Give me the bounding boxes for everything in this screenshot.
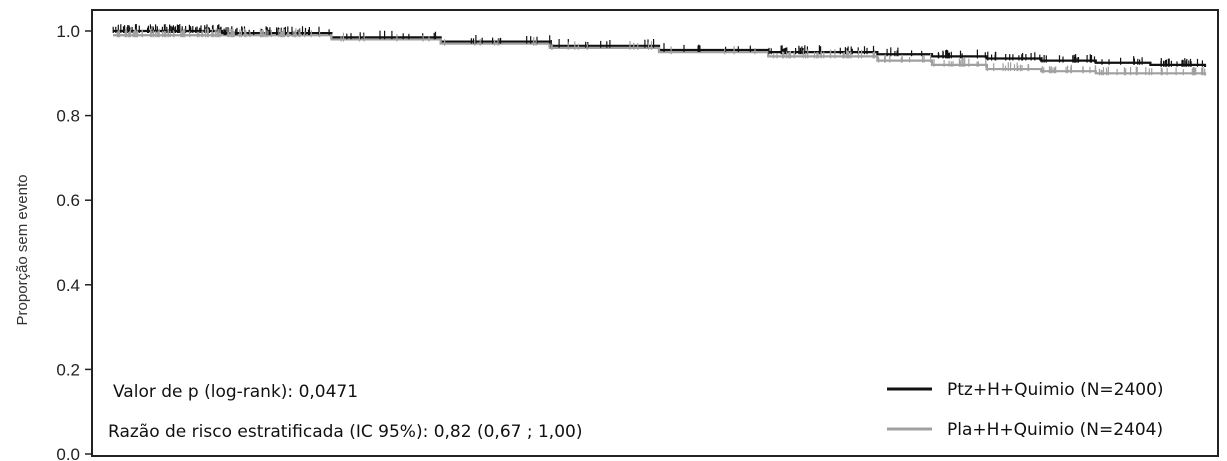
legend: Ptz+H+Quimio (N=2400) Pla+H+Quimio (N=240… bbox=[887, 380, 1164, 440]
y-tick-label: 0.4 bbox=[56, 276, 80, 295]
survival-curves bbox=[113, 29, 1207, 76]
axes bbox=[91, 9, 1219, 457]
survival-line-1 bbox=[113, 29, 1207, 67]
y-ticks: 0.0 0.2 0.4 0.6 0.8 1.0 bbox=[56, 22, 92, 461]
y-tick-label: 0.2 bbox=[56, 360, 80, 379]
y-tick-label: 0.0 bbox=[56, 445, 80, 461]
censor-marks bbox=[112, 24, 1206, 76]
y-tick-label: 0.6 bbox=[56, 191, 80, 210]
survival-line-2 bbox=[113, 34, 1207, 76]
hazard-ratio-text: Razão de risco estratificada (IC 95%): 0… bbox=[108, 422, 582, 442]
y-tick-label: 0.8 bbox=[56, 107, 80, 126]
y-tick-label: 1.0 bbox=[56, 22, 80, 41]
p-value-text: Valor de p (log-rank): 0,0471 bbox=[113, 382, 358, 402]
y-axis-label: Proporção sem evento bbox=[14, 175, 31, 326]
legend-label-2: Pla+H+Quimio (N=2404) bbox=[947, 420, 1163, 440]
plot-frame bbox=[91, 9, 1219, 457]
censor-ticks-2 bbox=[116, 28, 1206, 76]
legend-label-1: Ptz+H+Quimio (N=2400) bbox=[947, 380, 1164, 400]
annotations: Valor de p (log-rank): 0,0471 Razão de ri… bbox=[108, 382, 582, 442]
